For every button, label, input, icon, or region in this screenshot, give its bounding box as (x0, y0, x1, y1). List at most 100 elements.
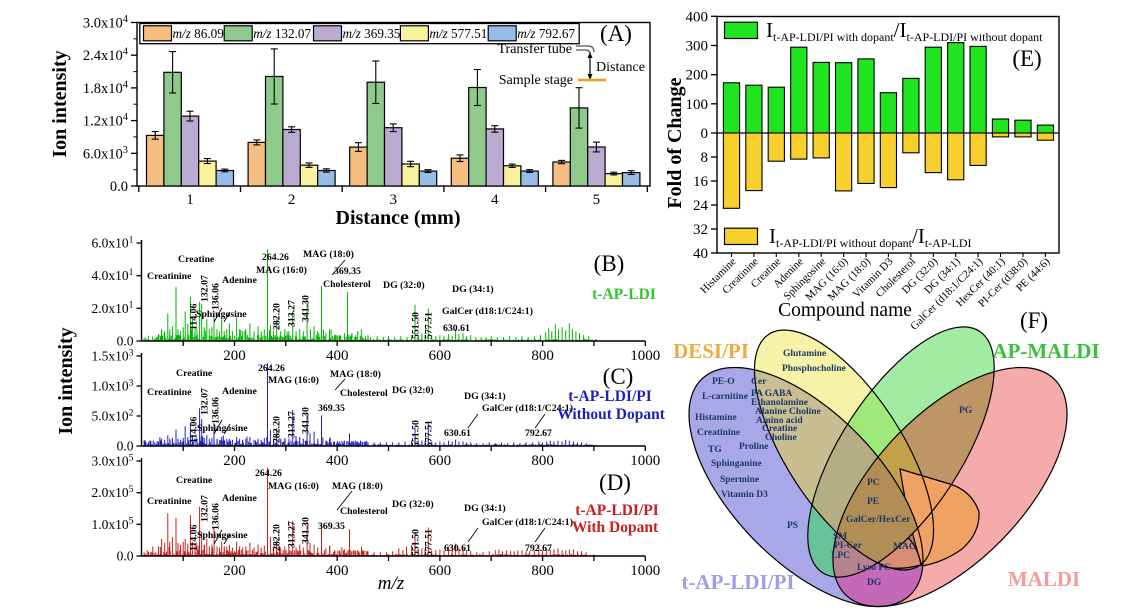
svg-text:400: 400 (326, 453, 349, 469)
svg-text:100: 100 (686, 97, 709, 113)
svg-text:TG: TG (708, 445, 722, 455)
svg-text:GalCer (d18:1/C24:1): GalCer (d18:1/C24:1) (482, 403, 573, 414)
svg-text:1000: 1000 (630, 453, 660, 469)
svg-text:600: 600 (429, 563, 452, 579)
svg-text:MAG (16:0): MAG (16:0) (268, 375, 319, 386)
svg-text:577.51: 577.51 (424, 529, 435, 556)
svg-text:5.0x102: 5.0x102 (92, 407, 134, 423)
svg-text:136.06: 136.06 (211, 397, 222, 424)
svg-text:282.20: 282.20 (272, 416, 283, 443)
svg-text:t-AP-LDI: t-AP-LDI (592, 286, 656, 303)
svg-text:Ion intensity: Ion intensity (55, 327, 77, 434)
svg-text:MALDI: MALDI (1008, 567, 1080, 591)
svg-text:114.06: 114.06 (189, 416, 200, 443)
svg-text:136.06: 136.06 (211, 283, 222, 310)
svg-text:Amino acid: Amino acid (756, 416, 803, 426)
svg-text:MAG (16:0): MAG (16:0) (256, 265, 307, 276)
svg-text:Cer: Cer (751, 377, 767, 387)
svg-text:MAG (16:0): MAG (16:0) (268, 481, 319, 492)
svg-text:Transfer tube: Transfer tube (497, 42, 572, 57)
svg-text:Distance (mm): Distance (mm) (336, 207, 461, 229)
svg-text:Lyso PC: Lyso PC (857, 563, 891, 573)
svg-text:400: 400 (326, 348, 349, 364)
svg-text:(E): (E) (1012, 46, 1041, 71)
svg-text:0: 0 (701, 126, 709, 142)
svg-text:DG (34:1): DG (34:1) (464, 503, 506, 514)
svg-text:m/z 86.09: m/z 86.09 (173, 26, 225, 41)
svg-text:Without Dopant: Without Dopant (557, 406, 666, 423)
svg-text:Vitamin D3: Vitamin D3 (721, 490, 768, 500)
svg-text:Distance: Distance (596, 60, 645, 75)
svg-text:Cholesterol: Cholesterol (323, 279, 371, 290)
svg-text:200: 200 (223, 453, 246, 469)
svg-text:Adenine: Adenine (222, 493, 257, 504)
svg-text:Creatine: Creatine (176, 368, 213, 379)
svg-text:282.20: 282.20 (272, 524, 283, 551)
svg-text:264.26: 264.26 (262, 252, 289, 263)
svg-text:792.67: 792.67 (525, 428, 552, 439)
svg-text:DESI/PI: DESI/PI (673, 339, 749, 363)
svg-text:m/z 577.51: m/z 577.51 (429, 26, 487, 41)
svg-text:(A): (A) (600, 21, 632, 46)
svg-text:8: 8 (701, 150, 709, 166)
svg-text:Creatinine: Creatinine (147, 496, 192, 507)
svg-text:Cholesterol: Cholesterol (340, 388, 388, 399)
svg-text:GalCer (d18:1/C24:1): GalCer (d18:1/C24:1) (442, 306, 533, 317)
svg-text:282.20: 282.20 (272, 303, 283, 330)
svg-text:0.0: 0.0 (110, 179, 128, 195)
svg-text:Creatinine: Creatinine (147, 387, 192, 398)
svg-text:t-AP-LDI/PI: t-AP-LDI/PI (575, 502, 659, 519)
svg-text:Histamine: Histamine (695, 413, 737, 423)
svg-text:MAG (18:0): MAG (18:0) (303, 249, 354, 260)
svg-text:Adenine: Adenine (222, 275, 257, 286)
svg-text:264.26: 264.26 (255, 468, 282, 479)
svg-text:136.06: 136.06 (211, 503, 222, 530)
svg-text:4: 4 (491, 192, 499, 208)
svg-text:3: 3 (389, 192, 397, 208)
svg-text:369.35: 369.35 (318, 403, 345, 414)
svg-text:With Dopant: With Dopant (572, 519, 659, 536)
svg-text:551.50: 551.50 (411, 529, 422, 556)
svg-text:1.0x105: 1.0x105 (92, 516, 134, 532)
svg-text:2.0x105: 2.0x105 (92, 484, 134, 500)
svg-text:PE: PE (867, 497, 879, 507)
svg-text:PA GABA: PA GABA (751, 389, 792, 399)
svg-text:L-carnitine: L-carnitine (702, 392, 748, 402)
svg-text:600: 600 (429, 348, 452, 364)
svg-text:114.06: 114.06 (189, 524, 200, 551)
svg-text:200: 200 (223, 348, 246, 364)
svg-text:Creatinine: Creatinine (147, 271, 192, 282)
svg-text:Proline: Proline (739, 442, 768, 452)
svg-text:MAG (18:0): MAG (18:0) (332, 481, 383, 492)
svg-text:313.27: 313.27 (287, 300, 298, 327)
svg-text:600: 600 (429, 453, 452, 469)
svg-text:800: 800 (531, 563, 554, 579)
svg-text:Ethanolamine: Ethanolamine (751, 398, 808, 408)
svg-text:800: 800 (531, 348, 554, 364)
svg-text:Ion intensity: Ion intensity (49, 50, 71, 157)
svg-text:313.27: 313.27 (287, 521, 298, 548)
svg-text:792.67: 792.67 (525, 543, 552, 554)
svg-text:1: 1 (186, 192, 194, 208)
svg-text:341.30: 341.30 (301, 517, 312, 544)
svg-text:m/z: m/z (378, 573, 405, 594)
svg-text:DG (34:1): DG (34:1) (452, 284, 494, 295)
svg-text:DG (34:1): DG (34:1) (464, 391, 506, 402)
svg-text:32: 32 (693, 222, 708, 238)
svg-text:PI-Cer: PI-Cer (834, 541, 863, 551)
svg-text:PE-O: PE-O (712, 377, 735, 387)
svg-text:630.61: 630.61 (443, 323, 470, 334)
svg-text:5: 5 (593, 192, 601, 208)
svg-text:MAG (18:0): MAG (18:0) (330, 369, 381, 380)
svg-text:(F): (F) (1020, 308, 1048, 333)
svg-text:Phosphocholine: Phosphocholine (782, 364, 846, 374)
svg-text:t-AP-LDI/PI: t-AP-LDI/PI (568, 388, 652, 405)
svg-text:MAG: MAG (893, 542, 917, 552)
svg-text:6.0x103: 6.0x103 (83, 145, 128, 163)
svg-text:Alanine Choline: Alanine Choline (755, 407, 821, 417)
svg-text:300: 300 (686, 39, 709, 55)
svg-text:Creatine: Creatine (762, 424, 797, 434)
svg-text:313.27: 313.27 (287, 411, 298, 438)
svg-text:0.0: 0.0 (117, 334, 134, 349)
svg-text:SM: SM (833, 532, 847, 542)
